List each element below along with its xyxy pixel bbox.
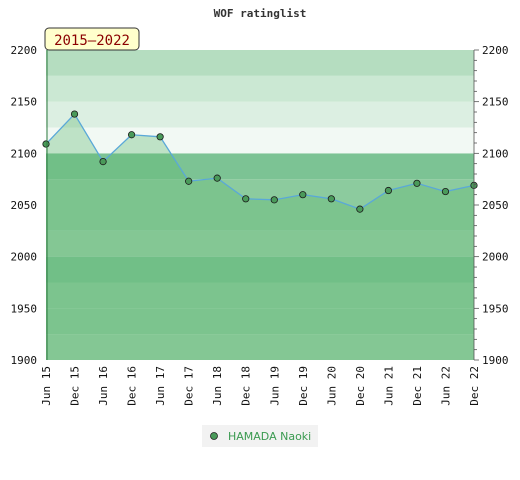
- band: [46, 256, 474, 283]
- x-tick-label: Dec 16: [126, 366, 139, 406]
- data-point-jun-22[interactable]: [441, 187, 450, 196]
- y-tick-label-right: 2150: [482, 96, 509, 109]
- y-tick-label-left: 2000: [11, 251, 38, 264]
- data-point-dec-15[interactable]: [70, 110, 79, 118]
- x-tick-label: Jun 20: [325, 366, 338, 406]
- data-point-jun-15[interactable]: [42, 140, 50, 148]
- legend-box: [202, 425, 318, 447]
- x-tick-label: Dec 21: [411, 366, 424, 406]
- x-tick-label: Dec 19: [297, 366, 310, 406]
- data-point-jun-18[interactable]: [213, 174, 221, 182]
- legend-marker: [210, 432, 218, 440]
- period-badge: 2015–2022: [44, 27, 140, 51]
- data-point-dec-16[interactable]: [128, 131, 136, 139]
- data-point-dec-19[interactable]: [299, 191, 307, 199]
- x-tick-label: Jun 16: [97, 366, 110, 406]
- data-point-jun-16[interactable]: [99, 158, 107, 166]
- rating-area: [46, 114, 474, 360]
- y-tick-label-left: 2050: [11, 199, 38, 212]
- x-tick-label: Jun 19: [268, 366, 281, 406]
- data-point-jun-19[interactable]: [270, 196, 278, 204]
- band: [46, 230, 474, 257]
- band: [46, 50, 474, 76]
- x-tick-label: Jun 15: [40, 366, 53, 406]
- data-point-jun-21[interactable]: [384, 186, 392, 195]
- legend-series-name: HAMADA Naoki: [228, 430, 311, 443]
- y-tick-label-left: 2200: [11, 44, 38, 57]
- band: [46, 75, 474, 102]
- legend[interactable]: HAMADA Naoki: [202, 425, 318, 447]
- band: [46, 153, 474, 180]
- y-tick-label-right: 2000: [482, 251, 509, 264]
- x-tick-label: Dec 15: [69, 366, 82, 406]
- axes: [46, 49, 479, 361]
- band: [46, 334, 474, 360]
- x-tick-label: Jun 17: [154, 366, 167, 406]
- period-badge-box: [44, 27, 140, 51]
- data-point-dec-18[interactable]: [242, 195, 250, 203]
- y-tick-label-left: 2150: [11, 96, 38, 109]
- x-tick-label: Dec 18: [240, 366, 253, 406]
- y-tick-label-left: 1950: [11, 302, 38, 315]
- period-badge-text: 2015–2022: [54, 33, 130, 49]
- data-point-jun-17[interactable]: [156, 133, 164, 141]
- band: [46, 179, 474, 205]
- y-tick-label-right: 2100: [482, 147, 509, 160]
- y-tick-label-right: 1950: [482, 302, 509, 315]
- band: [46, 127, 474, 154]
- data-point-dec-17[interactable]: [185, 177, 193, 185]
- band: [46, 308, 474, 335]
- x-tick-label: Dec 20: [354, 366, 367, 406]
- data-point-jun-20[interactable]: [327, 195, 335, 203]
- x-tick-label: Dec 22: [468, 366, 481, 406]
- rating-line: [45, 113, 475, 210]
- y-axis-right-ticks: 1900 1950 2000 2050 2100 2150 2200: [482, 44, 509, 367]
- chart-title: WOF ratinglist: [214, 7, 307, 20]
- rating-line-layer: [45, 113, 475, 210]
- y-tick-label-right: 2200: [482, 44, 509, 57]
- band: [46, 101, 474, 128]
- y-tick-label-left: 2100: [11, 147, 38, 160]
- data-point-dec-21[interactable]: [413, 179, 421, 187]
- y-axis-left-ticks: 1900 1950 2000 2050 2100 2150 2200: [11, 44, 38, 367]
- x-tick-label: Jun 18: [211, 366, 224, 406]
- data-point-dec-20[interactable]: [356, 205, 364, 213]
- y-tick-label-left: 1900: [11, 354, 38, 367]
- background-bands: [46, 50, 474, 360]
- x-tick-label: Jun 21: [382, 366, 395, 406]
- y-tick-label-right: 2050: [482, 199, 509, 212]
- band: [46, 282, 474, 309]
- band: [46, 205, 474, 231]
- x-tick-label: Dec 17: [183, 366, 196, 406]
- x-axis-ticks: Jun 15 Dec 15 Jun 16 Dec 16 Jun 17 Dec 17 Jun …: [40, 366, 481, 406]
- y-tick-label-right: 1900: [482, 354, 509, 367]
- rating-area-layer: [46, 114, 474, 360]
- x-tick-label: Jun 22: [439, 366, 452, 406]
